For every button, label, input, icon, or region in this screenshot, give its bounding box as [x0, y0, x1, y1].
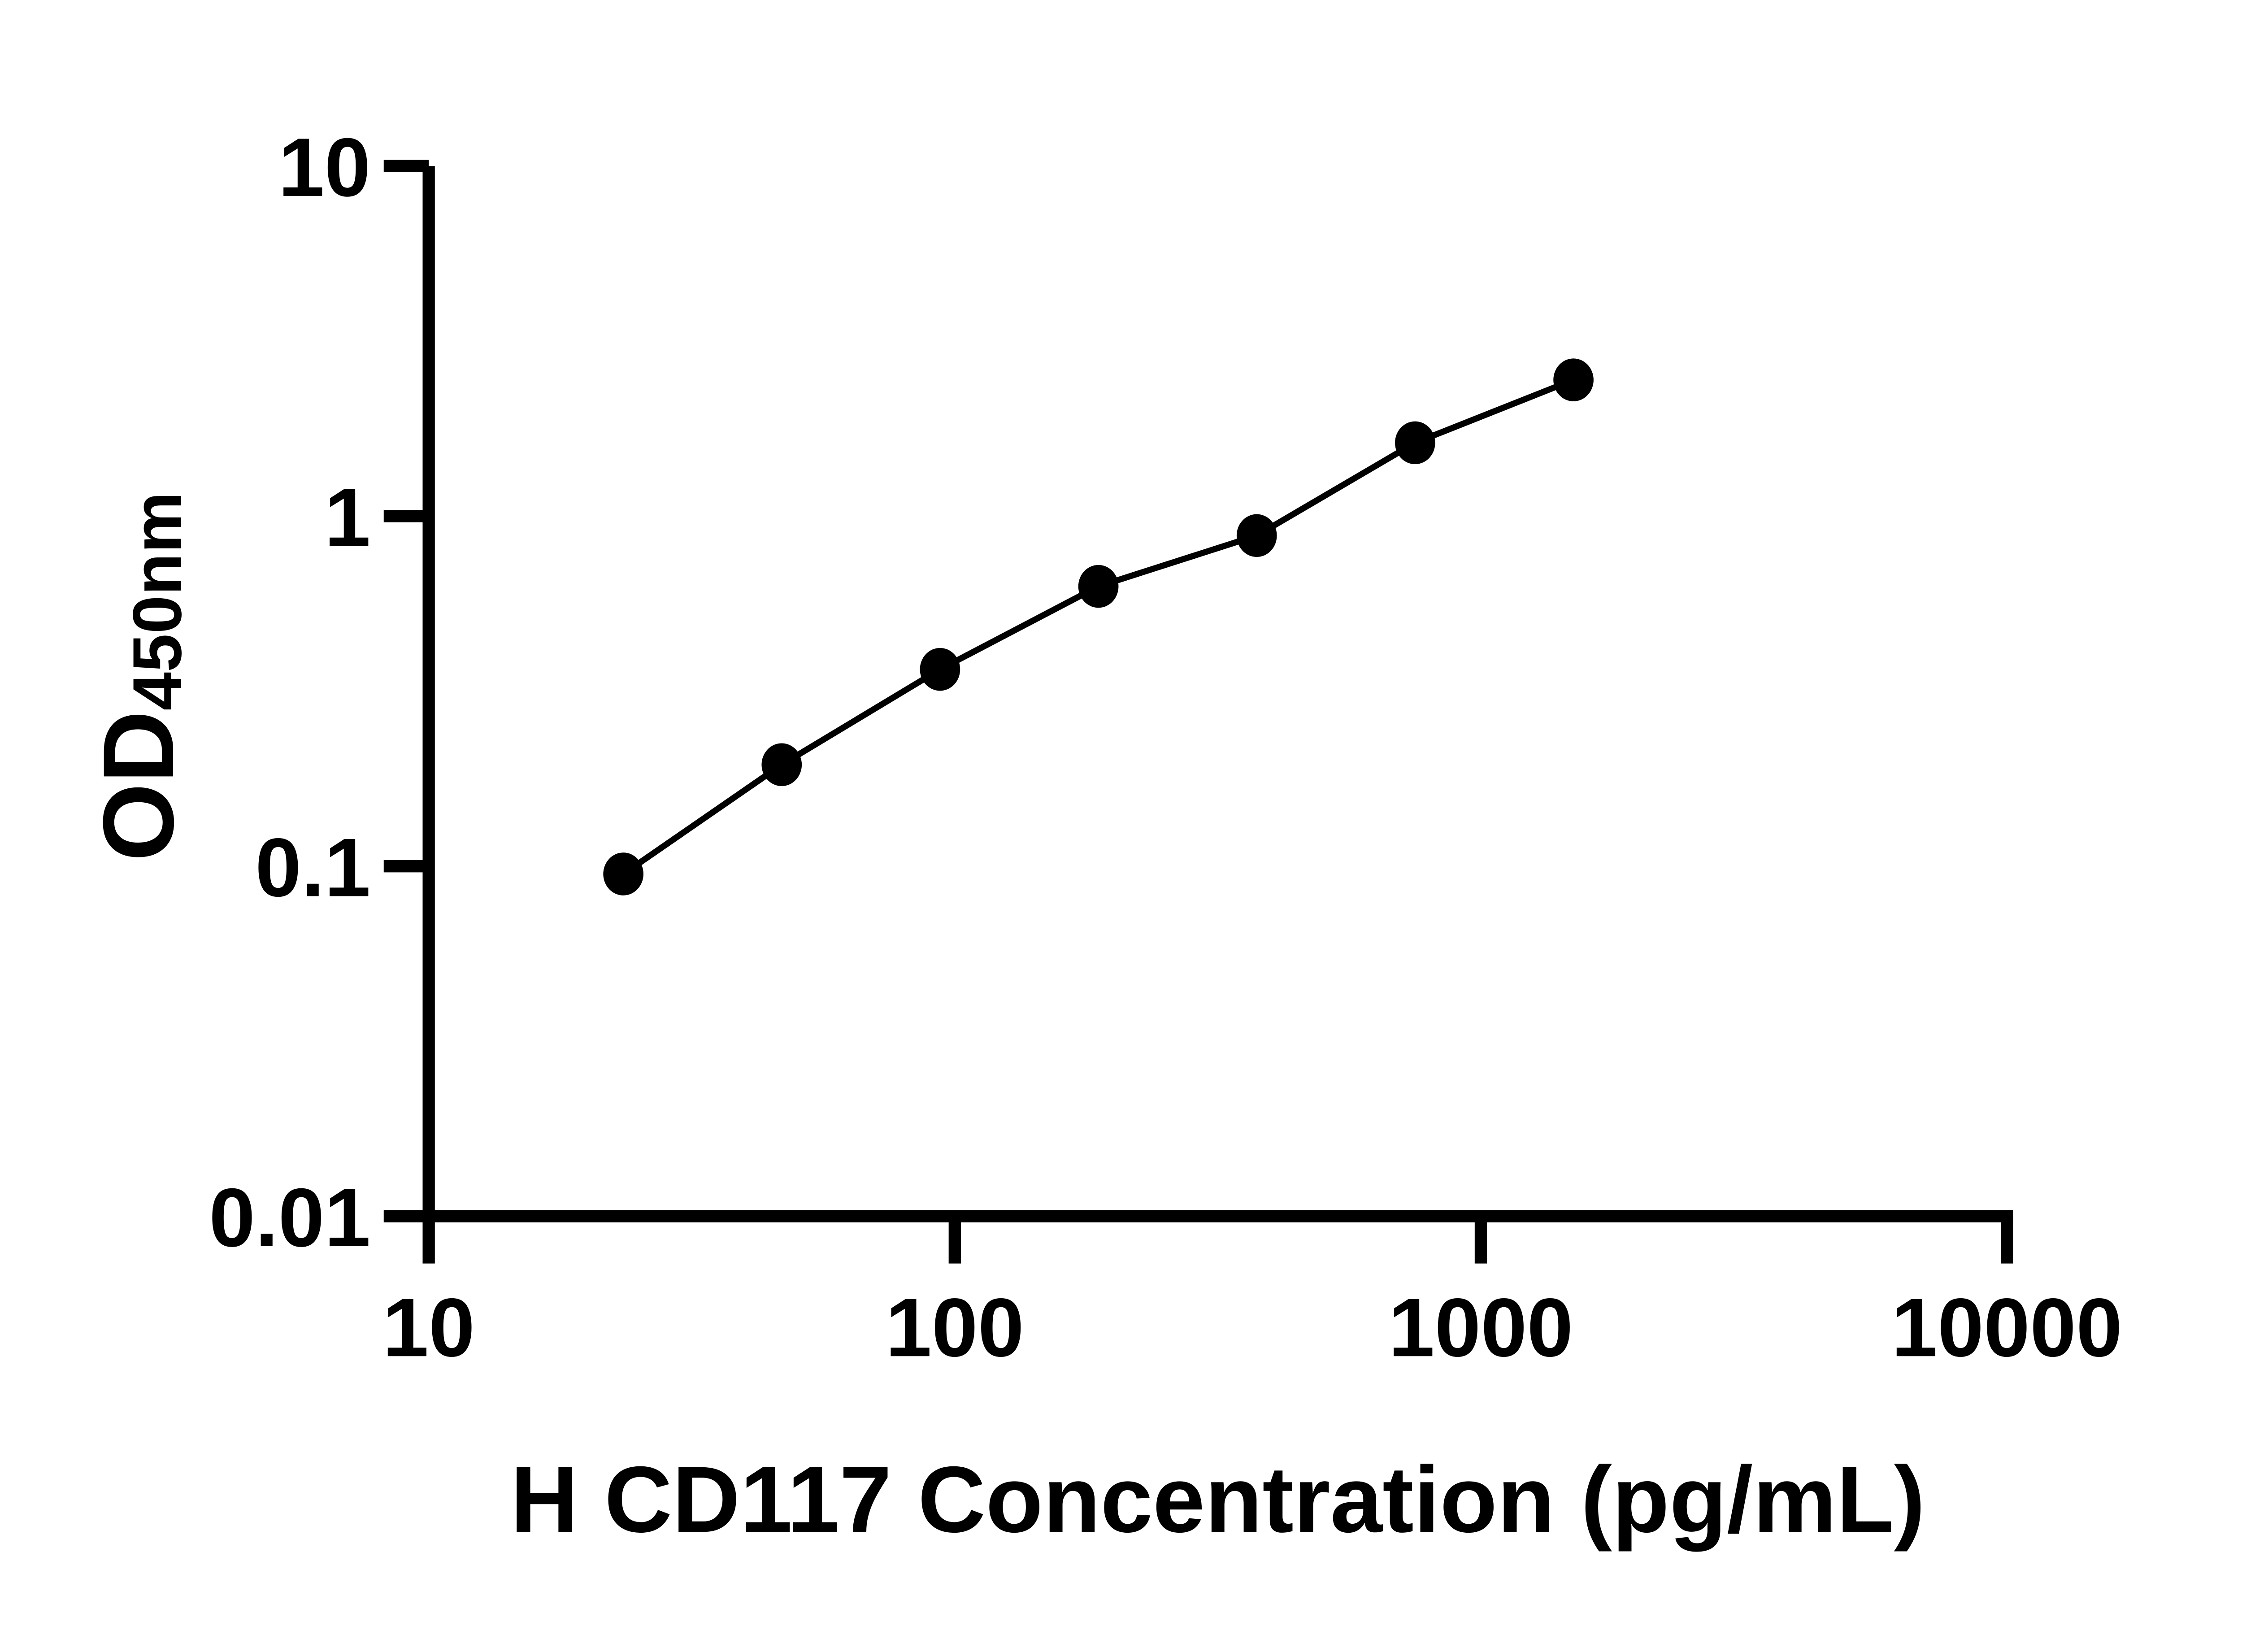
y-axis-title-base: OD [82, 711, 195, 861]
data-point-marker [761, 743, 802, 787]
y-axis-tick-label: 1 [325, 471, 371, 564]
x-axis-title: H CD117 Concentration (pg/mL) [510, 1447, 1925, 1552]
y-axis-title-subscript: 450nm [119, 492, 196, 711]
data-point-marker [1553, 358, 1594, 401]
x-axis-tick-label: 100 [886, 1281, 1024, 1374]
y-axis-tick-label: 10 [278, 121, 371, 214]
y-axis-tick-label: 0.1 [255, 821, 370, 914]
x-axis-tick-label: 10000 [1891, 1281, 2122, 1374]
data-point-marker [1236, 514, 1277, 557]
y-axis-tick-label: 0.01 [209, 1171, 370, 1264]
data-point-marker [1395, 421, 1435, 465]
data-point-marker [1078, 565, 1119, 608]
y-axis-title: OD450nm [82, 492, 196, 861]
data-point-marker [920, 648, 960, 691]
x-axis-tick-label: 10 [382, 1281, 475, 1374]
x-axis-tick-label: 1000 [1389, 1281, 1573, 1374]
data-point-marker [603, 852, 643, 896]
